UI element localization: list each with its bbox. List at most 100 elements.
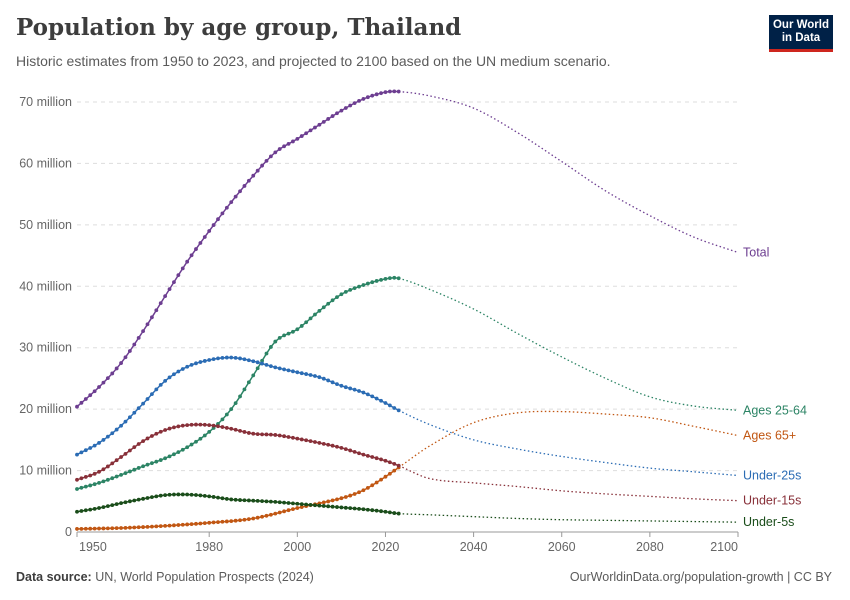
data-point-total[interactable] <box>286 141 291 146</box>
data-point-under-25s[interactable] <box>97 441 101 445</box>
data-point-under-15s[interactable] <box>176 424 181 429</box>
data-point-under-5s[interactable] <box>150 495 154 500</box>
data-point-ages-65[interactable] <box>286 508 291 513</box>
data-point-under-5s[interactable] <box>330 504 335 509</box>
data-point-ages-25-64[interactable] <box>105 477 110 482</box>
data-point-ages-65[interactable] <box>132 525 137 530</box>
data-point-under-15s[interactable] <box>185 423 190 428</box>
data-point-ages-25-64[interactable] <box>198 436 203 441</box>
data-point-ages-65[interactable] <box>343 495 348 499</box>
data-point-under-15s[interactable] <box>392 462 397 466</box>
data-point-total[interactable] <box>75 404 79 409</box>
data-point-ages-25-64[interactable] <box>154 459 159 464</box>
data-point-under-5s[interactable] <box>83 508 88 513</box>
data-point-ages-25-64[interactable] <box>75 487 79 491</box>
data-point-under-15s[interactable] <box>246 431 251 435</box>
data-point-total[interactable] <box>79 400 84 405</box>
data-point-ages-65[interactable] <box>321 500 326 505</box>
owid-logo[interactable]: Our World in Data <box>769 15 833 52</box>
data-point-under-15s[interactable] <box>202 422 207 427</box>
data-point-under-25s[interactable] <box>238 356 242 361</box>
data-point-ages-65[interactable] <box>172 523 176 528</box>
data-point-under-25s[interactable] <box>335 382 339 387</box>
data-point-under-25s[interactable] <box>198 360 203 364</box>
data-point-under-25s[interactable] <box>291 369 295 374</box>
data-point-under-25s[interactable] <box>202 359 207 363</box>
data-point-ages-65[interactable] <box>185 522 190 527</box>
data-point-under-25s[interactable] <box>132 410 137 415</box>
data-point-ages-65[interactable] <box>145 524 150 529</box>
data-point-ages-25-64[interactable] <box>194 439 198 444</box>
data-point-under-5s[interactable] <box>132 498 137 503</box>
data-point-ages-65[interactable] <box>361 488 366 493</box>
data-point-total[interactable] <box>330 114 335 118</box>
data-point-under-25s[interactable] <box>180 367 185 371</box>
data-point-ages-65[interactable] <box>392 468 397 473</box>
data-point-ages-25-64[interactable] <box>330 298 335 303</box>
data-point-under-15s[interactable] <box>229 426 234 431</box>
data-point-under-15s[interactable] <box>242 430 247 434</box>
data-point-total[interactable] <box>392 89 397 94</box>
data-point-total[interactable] <box>136 335 141 340</box>
data-point-under-25s[interactable] <box>295 370 300 375</box>
data-point-under-25s[interactable] <box>114 427 119 432</box>
data-point-under-25s[interactable] <box>260 361 264 366</box>
data-point-under-5s[interactable] <box>123 500 128 505</box>
data-point-ages-25-64[interactable] <box>127 469 132 474</box>
data-point-under-15s[interactable] <box>335 444 339 449</box>
data-point-total[interactable] <box>260 163 264 168</box>
data-point-ages-25-64[interactable] <box>313 312 317 317</box>
data-point-ages-65[interactable] <box>352 492 357 496</box>
data-point-ages-65[interactable] <box>379 477 383 482</box>
data-point-under-15s[interactable] <box>189 422 194 427</box>
data-point-under-15s[interactable] <box>308 439 313 444</box>
data-point-under-5s[interactable] <box>75 509 79 514</box>
data-point-ages-65[interactable] <box>75 527 79 531</box>
data-point-under-5s[interactable] <box>317 503 322 508</box>
data-point-under-15s[interactable] <box>317 441 322 445</box>
data-point-ages-65[interactable] <box>167 523 172 528</box>
data-point-ages-65[interactable] <box>291 507 295 511</box>
data-point-under-25s[interactable] <box>224 355 229 360</box>
data-point-under-25s[interactable] <box>348 386 353 391</box>
data-point-under-15s[interactable] <box>132 445 137 450</box>
data-point-under-15s[interactable] <box>330 443 335 448</box>
data-point-total[interactable] <box>189 253 194 258</box>
data-point-under-25s[interactable] <box>286 368 291 373</box>
data-point-under-25s[interactable] <box>123 419 128 424</box>
data-point-total[interactable] <box>379 91 383 96</box>
data-point-under-5s[interactable] <box>198 493 203 498</box>
data-point-total[interactable] <box>132 342 137 347</box>
data-point-under-25s[interactable] <box>92 443 97 448</box>
data-point-ages-65[interactable] <box>220 519 225 524</box>
data-point-total[interactable] <box>185 259 190 264</box>
data-point-total[interactable] <box>114 366 119 371</box>
data-point-under-5s[interactable] <box>291 501 295 506</box>
data-point-under-25s[interactable] <box>88 446 93 450</box>
data-point-under-5s[interactable] <box>92 506 97 511</box>
data-point-under-25s[interactable] <box>119 423 123 428</box>
data-point-ages-65[interactable] <box>224 519 229 524</box>
data-point-under-15s[interactable] <box>101 467 106 472</box>
data-point-under-5s[interactable] <box>326 504 331 509</box>
data-point-under-5s[interactable] <box>97 506 101 510</box>
source-url-link[interactable]: OurWorldinData.org/population-growth | C… <box>569 570 832 584</box>
data-point-ages-25-64[interactable] <box>365 281 370 286</box>
series-line-projected-under-25s[interactable] <box>398 409 739 477</box>
data-point-under-25s[interactable] <box>229 355 234 360</box>
data-point-total[interactable] <box>198 241 203 245</box>
series-line-projected-under-15s[interactable] <box>398 465 739 502</box>
data-point-under-25s[interactable] <box>321 376 326 381</box>
data-point-ages-25-64[interactable] <box>233 401 238 405</box>
data-point-under-5s[interactable] <box>295 501 300 506</box>
data-point-under-15s[interactable] <box>251 431 256 436</box>
data-point-under-5s[interactable] <box>202 493 207 498</box>
data-point-under-5s[interactable] <box>229 497 234 502</box>
data-point-ages-25-64[interactable] <box>79 485 84 490</box>
data-point-total[interactable] <box>202 235 207 239</box>
data-point-total[interactable] <box>242 184 247 188</box>
data-point-ages-65[interactable] <box>194 521 198 526</box>
data-point-under-25s[interactable] <box>83 448 88 453</box>
data-point-under-15s[interactable] <box>114 458 119 463</box>
data-point-under-5s[interactable] <box>136 497 141 502</box>
